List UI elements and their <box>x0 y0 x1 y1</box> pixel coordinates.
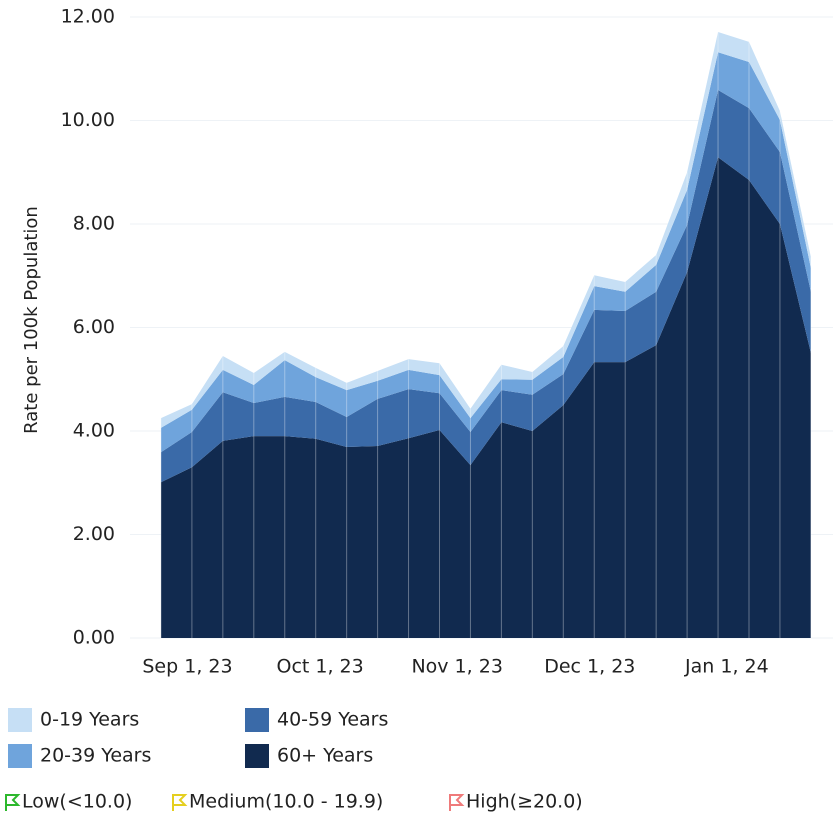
y-tick-label: 0.00 <box>73 627 115 649</box>
legend-label: 0-19 Years <box>40 709 139 731</box>
legend-swatch <box>8 744 32 768</box>
legend-swatch <box>245 744 269 768</box>
area <box>160 157 811 638</box>
legend-label: 20-39 Years <box>40 745 151 767</box>
y-tick-label: 10.00 <box>61 109 115 131</box>
area <box>160 52 811 453</box>
y-tick-label: 8.00 <box>73 213 115 235</box>
flag-icon <box>172 794 188 811</box>
x-tick-label: Nov 1, 23 <box>411 656 502 678</box>
flag-icon <box>5 794 21 811</box>
legend-label: 60+ Years <box>277 745 373 767</box>
legend-label: 40-59 Years <box>277 709 388 731</box>
y-tick-label: 2.00 <box>73 523 115 545</box>
flag-label: Low(<10.0) <box>22 791 132 813</box>
y-tick-label: 4.00 <box>73 420 115 442</box>
x-tick-label: Jan 1, 24 <box>684 656 769 678</box>
y-tick-label: 12.00 <box>61 6 115 28</box>
y-axis-title: Rate per 100k Population <box>21 206 42 434</box>
x-tick-label: Oct 1, 23 <box>276 656 363 678</box>
flag-label: High(≥20.0) <box>466 791 583 813</box>
legend-swatch <box>245 708 269 732</box>
flag-label: Medium(10.0 - 19.9) <box>189 791 383 813</box>
flag-icon <box>449 794 465 811</box>
area <box>160 89 811 483</box>
legend-swatch <box>8 708 32 732</box>
x-tick-label: Dec 1, 23 <box>544 656 635 678</box>
x-tick-label: Sep 1, 23 <box>142 656 232 678</box>
y-tick-label: 6.00 <box>73 316 115 338</box>
